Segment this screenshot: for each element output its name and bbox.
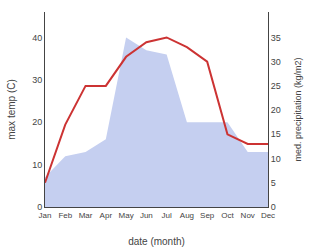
svg-text:30: 30 bbox=[271, 57, 281, 67]
svg-text:Jan: Jan bbox=[39, 211, 52, 220]
svg-text:40: 40 bbox=[32, 33, 42, 43]
svg-text:med. precipitation (kg/m2): med. precipitation (kg/m2) bbox=[293, 57, 303, 161]
svg-text:Jun: Jun bbox=[140, 211, 153, 220]
svg-text:Nov: Nov bbox=[241, 211, 255, 220]
svg-text:35: 35 bbox=[271, 33, 281, 43]
svg-text:max temp (C): max temp (C) bbox=[6, 79, 17, 140]
svg-text:20: 20 bbox=[32, 117, 42, 127]
svg-text:Jul: Jul bbox=[162, 211, 172, 220]
svg-text:0: 0 bbox=[37, 202, 42, 212]
svg-text:Sep: Sep bbox=[200, 211, 215, 220]
svg-text:5: 5 bbox=[271, 178, 276, 188]
svg-text:Apr: Apr bbox=[100, 211, 113, 220]
svg-text:Dec: Dec bbox=[261, 211, 275, 220]
svg-text:25: 25 bbox=[271, 81, 281, 91]
svg-text:May: May bbox=[119, 211, 134, 220]
svg-text:10: 10 bbox=[271, 154, 281, 164]
svg-text:date (month): date (month) bbox=[128, 236, 185, 247]
svg-text:15: 15 bbox=[271, 129, 281, 139]
svg-text:Oct: Oct bbox=[221, 211, 234, 220]
svg-text:Feb: Feb bbox=[58, 211, 72, 220]
svg-text:Aug: Aug bbox=[180, 211, 194, 220]
svg-text:Mar: Mar bbox=[79, 211, 93, 220]
svg-text:10: 10 bbox=[32, 160, 42, 170]
svg-text:30: 30 bbox=[32, 75, 42, 85]
svg-text:0: 0 bbox=[271, 202, 276, 212]
svg-text:20: 20 bbox=[271, 105, 281, 115]
